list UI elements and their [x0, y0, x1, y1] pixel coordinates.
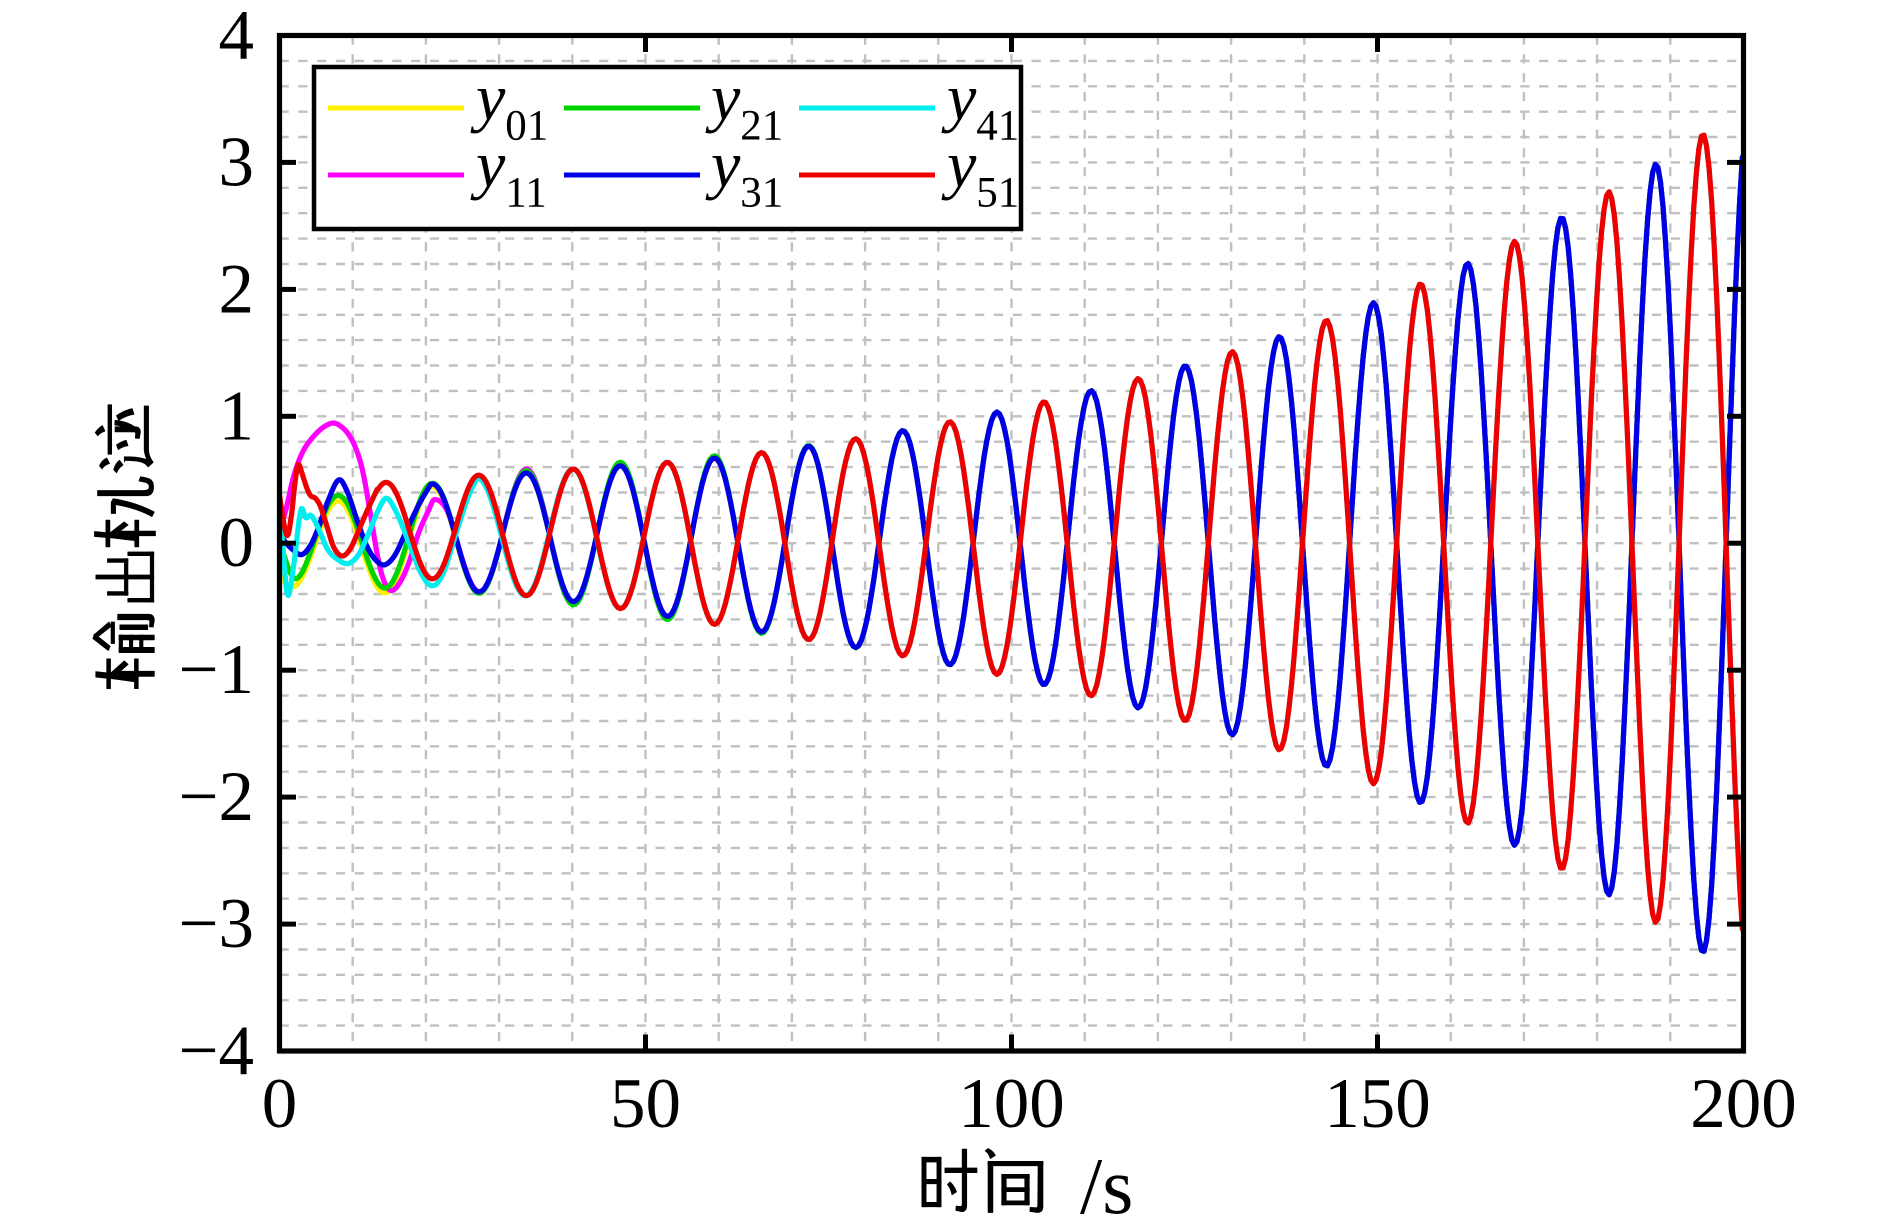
svg-text:3: 3	[219, 123, 255, 201]
svg-text:200: 200	[1690, 1065, 1797, 1143]
svg-text:/s: /s	[1080, 1143, 1133, 1223]
svg-text:150: 150	[1324, 1065, 1431, 1143]
svg-text:1: 1	[219, 377, 255, 455]
svg-text:−1: −1	[178, 631, 254, 709]
svg-text:−3: −3	[178, 885, 254, 963]
svg-text:100: 100	[958, 1065, 1065, 1143]
svg-text:50: 50	[610, 1065, 681, 1143]
svg-text:−2: −2	[178, 758, 254, 836]
svg-text:0: 0	[262, 1065, 298, 1143]
svg-text:4: 4	[219, 0, 255, 75]
svg-text:0: 0	[219, 504, 255, 582]
svg-text:2: 2	[219, 250, 255, 328]
svg-text:−4: −4	[178, 1012, 254, 1090]
